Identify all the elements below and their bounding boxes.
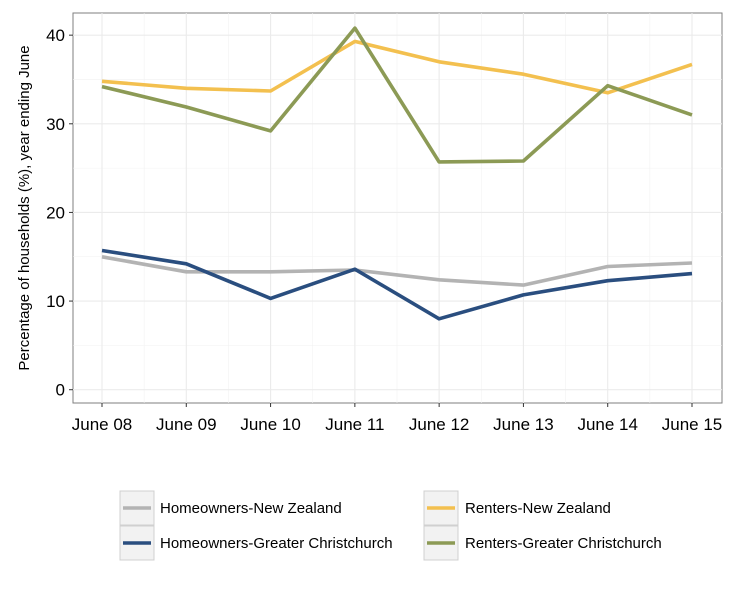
legend-label: Renters-New Zealand [465, 500, 611, 517]
x-tick-label: June 10 [240, 415, 301, 434]
y-tick-label: 20 [46, 203, 65, 222]
x-tick-label: June 13 [493, 415, 554, 434]
series-line-homeowners-new-zealand [101, 255, 693, 287]
grid-lines [73, 13, 722, 403]
plot-panel [72, 12, 723, 404]
legend-label: Homeowners-New Zealand [160, 500, 342, 517]
legend-label: Renters-Greater Christchurch [465, 535, 662, 552]
y-axis: 0 10 20 30 40 [46, 26, 73, 400]
x-axis: June 08 June 09 June 10 June 11 June 12 June … [72, 403, 723, 434]
series-line-homeowners-greater-christchurch [101, 248, 693, 321]
legend: Homeowners-New Zealand Homeowners-Greater… [100, 478, 707, 575]
x-tick-label: June 08 [72, 415, 133, 434]
y-tick-label: 40 [46, 26, 65, 45]
x-tick-label: June 15 [662, 415, 723, 434]
y-axis-title: Percentage of households (%), year endin… [16, 45, 33, 370]
series-line-renters-greater-christchurch [101, 26, 693, 164]
x-tick-label: June 14 [577, 415, 638, 434]
y-tick-label: 0 [56, 381, 65, 400]
series-line-renters-new-zealand [101, 39, 693, 95]
legend-label: Homeowners-Greater Christchurch [160, 535, 393, 552]
x-tick-label: June 12 [409, 415, 470, 434]
series-lines [101, 26, 693, 321]
x-tick-label: June 09 [156, 415, 217, 434]
y-tick-label: 30 [46, 115, 65, 134]
x-tick-label: June 11 [325, 415, 384, 434]
y-tick-label: 10 [46, 292, 65, 311]
legend-box [100, 478, 707, 575]
